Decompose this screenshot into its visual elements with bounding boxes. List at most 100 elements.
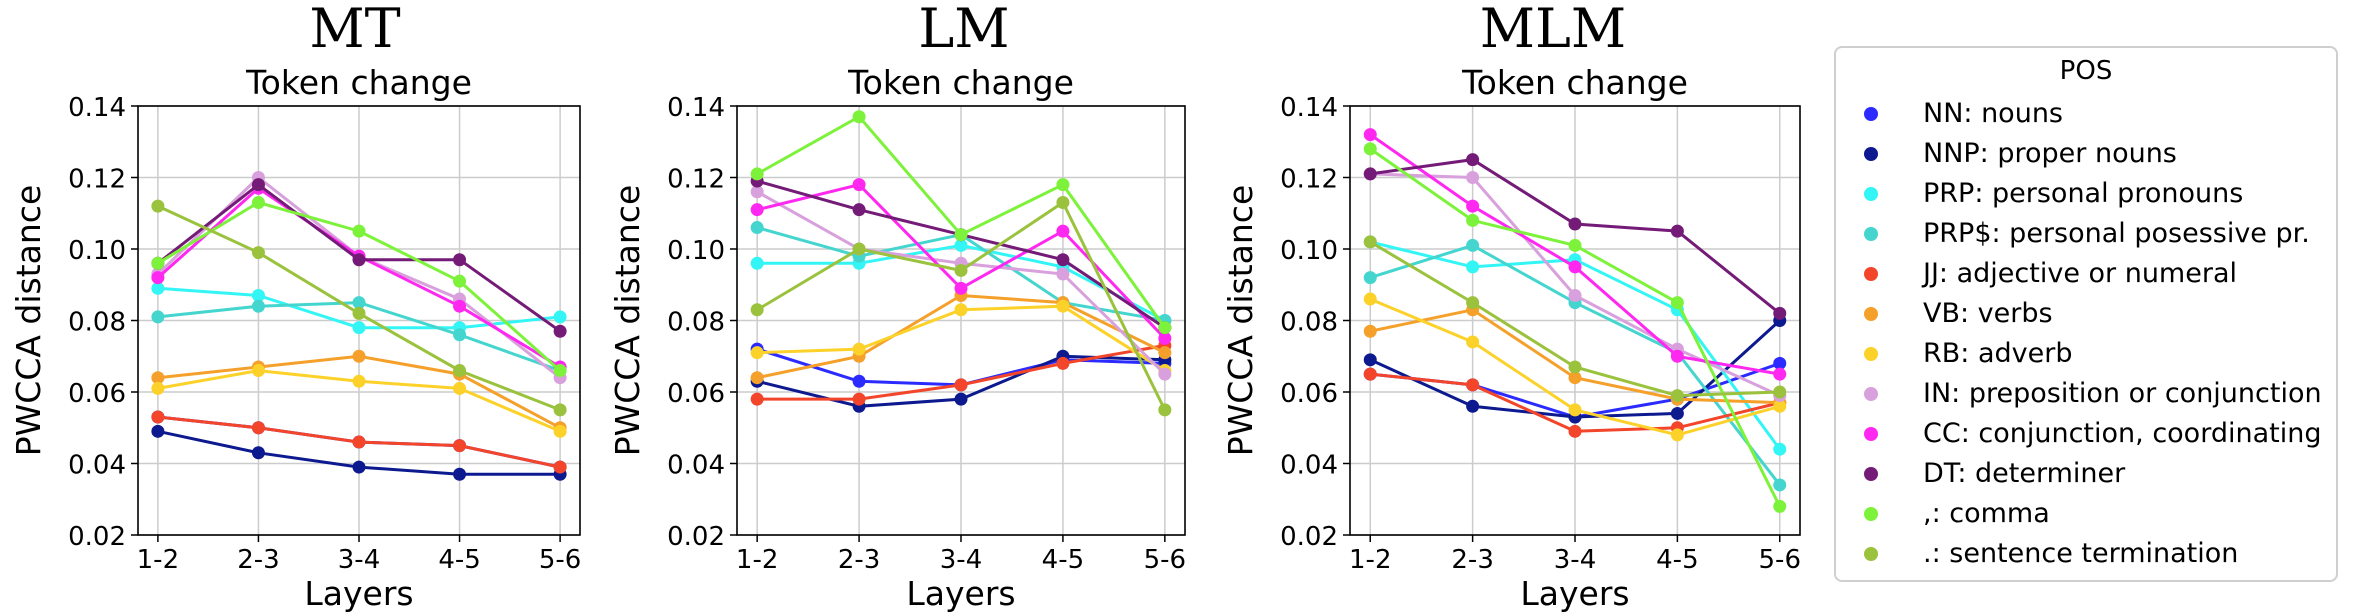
data-point — [453, 328, 467, 342]
y-tick-label: 0.02 — [68, 522, 126, 552]
data-point — [852, 110, 866, 124]
data-point — [151, 199, 165, 213]
chart-title: Token change — [847, 63, 1074, 102]
legend-title: POS — [2059, 56, 2113, 86]
data-point — [1773, 385, 1787, 399]
data-point — [251, 446, 265, 460]
data-point — [1670, 296, 1684, 310]
chart-title: Token change — [1461, 63, 1688, 102]
legend-marker — [1864, 507, 1878, 521]
data-point — [1466, 335, 1480, 349]
data-point — [1466, 378, 1480, 392]
y-tick-label: 0.14 — [68, 93, 126, 123]
chart-panel-1: 0.02 0.04 0.06 0.08 0.10 0.12 0.14 1-2 2-3 3-4 4-5… — [9, 63, 581, 612]
data-point — [352, 224, 366, 238]
y-axis-label: PWCCA distance — [1221, 185, 1260, 457]
data-point — [852, 203, 866, 217]
y-tick-label: 0.06 — [1280, 379, 1338, 409]
data-point — [954, 228, 968, 242]
legend-label: CC: conjunction, coordinating — [1923, 418, 2322, 449]
x-tick-label: 3-4 — [1554, 545, 1596, 575]
data-point — [1363, 128, 1377, 142]
legend-item: RB: adverb — [1836, 336, 2336, 376]
data-point — [1773, 367, 1787, 381]
data-point — [352, 435, 366, 449]
legend-marker — [1864, 387, 1878, 401]
y-tick-label: 0.04 — [1280, 451, 1338, 481]
data-point — [1466, 199, 1480, 213]
legend-item: ,: comma — [1836, 496, 2336, 536]
legend-marker — [1864, 547, 1878, 561]
data-point — [151, 281, 165, 295]
legend-label: PRP: personal pronouns — [1923, 178, 2244, 209]
data-point — [750, 346, 764, 360]
chart-panel-3: 0.02 0.04 0.06 0.08 0.10 0.12 0.14 1-2 2-3 3-4 4-5… — [1221, 63, 1801, 612]
data-point — [954, 392, 968, 406]
data-point — [453, 381, 467, 395]
legend-label: IN: preposition or conjunction — [1923, 378, 2322, 409]
data-point — [1466, 296, 1480, 310]
panel-title-mlm: MLM — [1479, 0, 1627, 60]
x-tick-label: 5-6 — [1759, 545, 1801, 575]
data-point — [750, 392, 764, 406]
data-point — [1773, 306, 1787, 320]
data-point — [1466, 399, 1480, 413]
y-tick-label: 0.04 — [667, 451, 725, 481]
data-point — [750, 371, 764, 385]
legend-label: ,: comma — [1923, 498, 2050, 529]
data-point — [1466, 153, 1480, 167]
y-tick-label: 0.04 — [68, 451, 126, 481]
data-point — [151, 310, 165, 324]
panel-title-lm: LM — [918, 0, 1010, 60]
data-point — [251, 421, 265, 435]
data-point — [553, 424, 567, 438]
x-tick-label: 3-4 — [940, 545, 982, 575]
data-point — [1158, 403, 1172, 417]
x-tick-label: 1-2 — [137, 545, 179, 575]
data-point — [1056, 178, 1070, 192]
y-tick-label: 0.02 — [667, 522, 725, 552]
legend-item: PRP$: personal posessive pr. — [1836, 216, 2336, 256]
y-tick-label: 0.10 — [68, 236, 126, 266]
data-point — [453, 467, 467, 481]
x-axis-label: Layers — [906, 574, 1015, 612]
data-point — [352, 253, 366, 267]
data-point — [1670, 428, 1684, 442]
legend-label: DT: determiner — [1923, 458, 2126, 489]
data-point — [1056, 356, 1070, 370]
data-point — [1056, 196, 1070, 210]
legend-marker — [1864, 147, 1878, 161]
data-point — [151, 371, 165, 385]
data-point — [1568, 288, 1582, 302]
x-tick-label: 2-3 — [237, 545, 279, 575]
legend-item: CC: conjunction, coordinating — [1836, 416, 2336, 456]
x-tick-label: 2-3 — [838, 545, 880, 575]
data-point — [1466, 213, 1480, 227]
data-point — [453, 439, 467, 453]
data-point — [1568, 238, 1582, 252]
data-point — [251, 196, 265, 210]
data-point — [954, 303, 968, 317]
y-tick-label: 0.12 — [1280, 165, 1338, 195]
data-point — [1363, 292, 1377, 306]
data-point — [553, 310, 567, 324]
legend-item: NN: nouns — [1836, 96, 2336, 136]
data-point — [1466, 260, 1480, 274]
y-tick-label: 0.10 — [667, 236, 725, 266]
data-point — [1056, 299, 1070, 313]
x-tick-label: 5-6 — [539, 545, 581, 575]
legend-item: .: sentence termination — [1836, 536, 2336, 576]
legend: POS NN: nouns NNP: proper nouns PRP: perso… — [1834, 46, 2338, 582]
data-point — [1773, 499, 1787, 513]
legend-label: .: sentence termination — [1923, 538, 2239, 569]
legend-item: NNP: proper nouns — [1836, 136, 2336, 176]
data-point — [1363, 353, 1377, 367]
y-tick-label: 0.08 — [68, 308, 126, 338]
data-point — [453, 274, 467, 288]
data-point — [151, 410, 165, 424]
legend-marker — [1864, 427, 1878, 441]
data-point — [954, 238, 968, 252]
data-point — [1158, 321, 1172, 335]
